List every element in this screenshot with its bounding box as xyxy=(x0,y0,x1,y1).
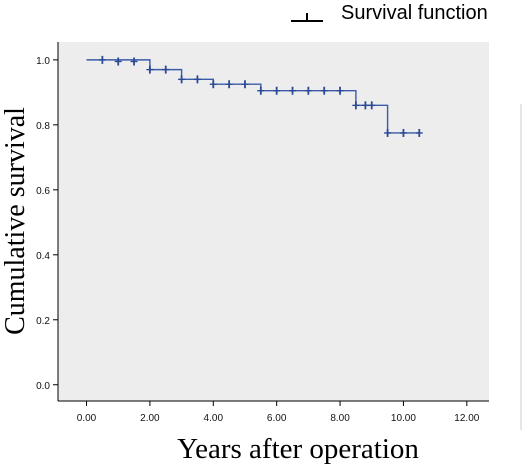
y-tick-label: 0.8 xyxy=(36,121,50,132)
plot-area xyxy=(58,42,489,401)
y-tick-label: 1.0 xyxy=(36,56,50,67)
legend: Survival function xyxy=(291,2,488,24)
series-layer xyxy=(86,55,423,137)
y-tick-label: 0.6 xyxy=(36,186,50,197)
x-tick-label: 8.00 xyxy=(330,413,350,424)
y-tick-label: 0.0 xyxy=(36,381,50,392)
legend-label: Survival function xyxy=(341,2,488,24)
x-tick-label: 10.00 xyxy=(391,413,416,424)
y-axis-title: Cumulative survival xyxy=(0,107,31,335)
x-tick-label: 6.00 xyxy=(267,413,287,424)
survival-function-line xyxy=(86,59,420,134)
x-tick-label: 0.00 xyxy=(77,413,97,424)
x-tick-label: 2.00 xyxy=(140,413,160,424)
y-tick-label: 0.4 xyxy=(36,251,50,262)
x-tick-label: 4.00 xyxy=(204,413,224,424)
axes xyxy=(57,42,489,402)
y-tick-label: 0.2 xyxy=(36,316,50,327)
x-tick-label: 12.00 xyxy=(454,413,479,424)
x-axis-title: Years after operation xyxy=(177,433,419,465)
ticks: 0.00 2.00 4.00 6.00 8.00 10.00 12.00 0.0 0.2 0.4 0… xyxy=(36,56,480,424)
